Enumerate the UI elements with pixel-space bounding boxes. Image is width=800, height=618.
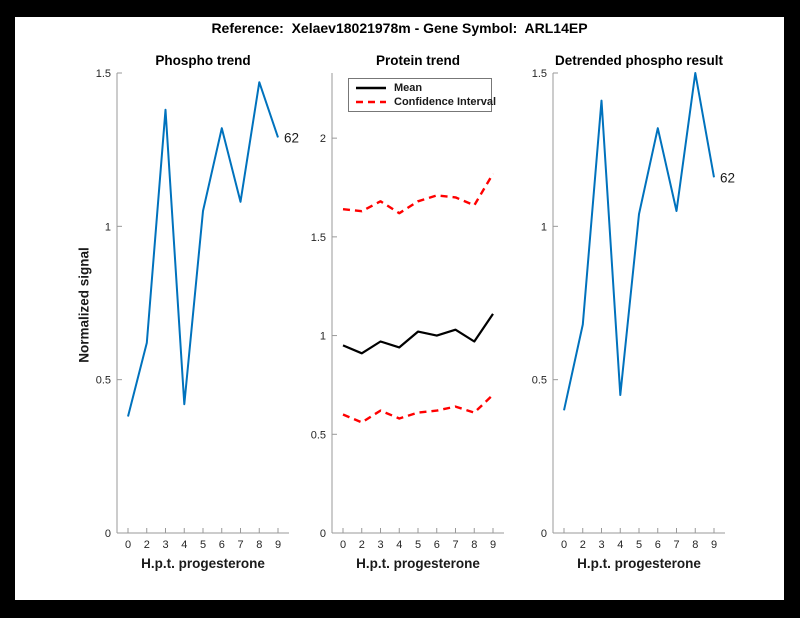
y-tick-label: 1 <box>320 331 326 343</box>
series-line-mean <box>342 313 494 355</box>
figure-title: Reference: Xelaev18021978m - Gene Symbol… <box>211 20 588 36</box>
x-tick-label: 7 <box>673 539 679 551</box>
x-tick-label: 3 <box>162 539 168 551</box>
x-tick-label: 6 <box>655 539 661 551</box>
y-tick-label: 1.5 <box>532 68 547 80</box>
x-tick-label: 2 <box>580 539 586 551</box>
x-tick-label: 4 <box>396 539 402 551</box>
y-tick-label: 1.5 <box>96 68 111 80</box>
series-line-confidence_interval_upper <box>342 173 495 215</box>
y-tick-label: 1 <box>541 221 547 233</box>
legend-item-mean: Mean <box>356 82 491 94</box>
x-tick-label: 4 <box>181 539 187 551</box>
y-tick-label: 0.5 <box>311 429 326 441</box>
x-tick-label: 9 <box>711 539 717 551</box>
series-line-detrended_phospho_signal <box>563 72 715 411</box>
subplot-detrended-title: Detrended phospho result <box>554 53 723 68</box>
y-tick-label: 2 <box>320 133 326 145</box>
y-tick-label: 0 <box>105 528 111 540</box>
x-tick-label: 0 <box>340 539 346 551</box>
x-tick-label: 9 <box>275 539 281 551</box>
x-tick-label: 5 <box>636 539 642 551</box>
subplot-phospho-xlabel: H.p.t. progesterone <box>141 556 265 571</box>
y-tick-label: 1.5 <box>311 232 326 244</box>
x-tick-label: 8 <box>256 539 262 551</box>
y-tick-label: 0 <box>320 528 326 540</box>
x-tick-label: 5 <box>200 539 206 551</box>
solid-line-icon <box>356 86 386 90</box>
matlab-figure: Reference: Xelaev18021978m - Gene Symbol… <box>15 17 784 600</box>
x-tick-label: 8 <box>692 539 698 551</box>
x-tick-label: 6 <box>434 539 440 551</box>
subplot-phospho-title: Phospho trend <box>155 53 251 68</box>
line-annotation: 62 <box>284 130 299 145</box>
x-tick-label: 7 <box>452 539 458 551</box>
y-tick-label: 1 <box>105 221 111 233</box>
y-tick-label: 0.5 <box>96 375 111 387</box>
x-tick-label: 4 <box>617 539 623 551</box>
y-tick-label: 0 <box>541 528 547 540</box>
subplot-detrended-xlabel: H.p.t. progesterone <box>577 556 701 571</box>
x-tick-label: 7 <box>237 539 243 551</box>
x-tick-label: 9 <box>490 539 496 551</box>
line-annotation: 62 <box>720 170 735 185</box>
series-line-phospho_signal <box>127 81 279 417</box>
legend-item-confidence-interval: Confidence Interval <box>356 96 496 108</box>
x-tick-label: 5 <box>415 539 421 551</box>
x-tick-label: 0 <box>125 539 131 551</box>
subplot-protein-xlabel: H.p.t. progesterone <box>356 556 480 571</box>
x-tick-label: 0 <box>561 539 567 551</box>
y-axis-label: Normalized signal <box>76 247 92 363</box>
x-tick-label: 3 <box>598 539 604 551</box>
x-tick-label: 6 <box>219 539 225 551</box>
series-line-confidence_interval_lower <box>342 393 494 424</box>
x-tick-label: 2 <box>144 539 150 551</box>
legend-label-mean: Mean <box>394 82 423 94</box>
x-tick-label: 8 <box>471 539 477 551</box>
y-tick-label: 0.5 <box>532 375 547 387</box>
x-tick-label: 3 <box>377 539 383 551</box>
x-tick-label: 2 <box>359 539 365 551</box>
dashed-line-icon <box>356 100 386 104</box>
subplot-protein-title: Protein trend <box>375 53 460 68</box>
legend-label-confidence-interval: Confidence Interval <box>394 96 497 108</box>
legend: Mean Confidence Interval <box>348 78 496 112</box>
